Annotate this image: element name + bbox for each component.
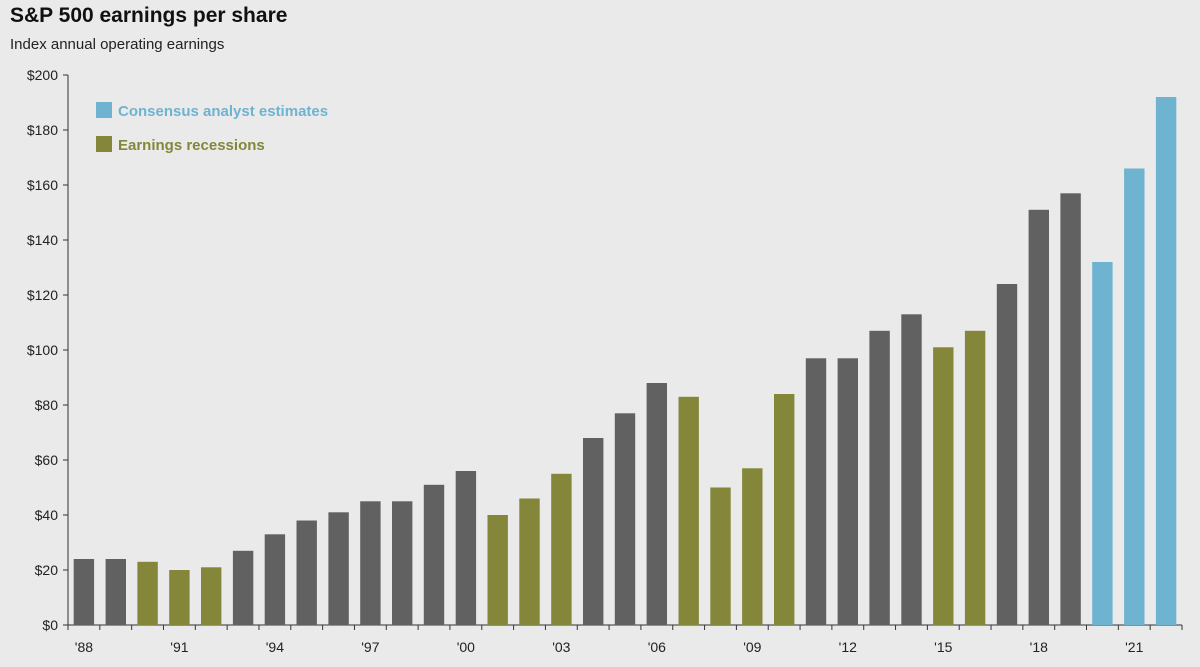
chart-subtitle: Index annual operating earnings — [10, 36, 225, 53]
bar-1991 — [169, 570, 190, 625]
y-tick-label: $20 — [35, 562, 59, 578]
bar-2000 — [455, 471, 477, 625]
bar-1995 — [296, 520, 317, 625]
axes: $0 $20 $40 $60 $80 $100 $120 $140 $160 $180 $200 '8… — [27, 67, 1183, 655]
bar-2018 — [1028, 209, 1049, 626]
x-tick-label: '97 — [361, 639, 379, 655]
x-tick-label: '91 — [170, 639, 188, 655]
bar-2002 — [519, 498, 540, 625]
legend-label-recession: Earnings recessions — [118, 137, 265, 154]
bar-2016 — [964, 330, 986, 626]
y-tick-label: $100 — [27, 342, 58, 358]
bar-2014 — [901, 314, 922, 625]
bar-1999 — [423, 484, 445, 626]
x-tick-label: '88 — [75, 639, 93, 655]
bars — [73, 97, 1177, 626]
bar-2017 — [996, 284, 1018, 625]
x-tick-label: '03 — [552, 639, 570, 655]
bar-2011 — [805, 358, 827, 626]
x-tick-label: '94 — [266, 639, 284, 655]
legend-swatch-estimate — [96, 102, 112, 118]
chart-title: S&P 500 earnings per share — [10, 4, 288, 27]
y-tick-label: $140 — [27, 232, 58, 248]
bar-2021 — [1124, 168, 1145, 625]
bar-1992 — [201, 567, 222, 626]
bar-2001 — [487, 515, 508, 625]
x-tick-label: '00 — [457, 639, 475, 655]
x-tick-label: '12 — [839, 639, 857, 655]
bar-1993 — [232, 550, 254, 626]
bar-1997 — [360, 501, 381, 626]
y-tick-label: $80 — [35, 397, 59, 413]
y-tick-label: $200 — [27, 67, 58, 83]
bar-2009 — [742, 468, 763, 626]
x-tick-label: '15 — [934, 639, 952, 655]
legend-swatch-recession — [96, 136, 112, 152]
bar-1996 — [328, 512, 349, 626]
x-tick-label: '06 — [648, 639, 666, 655]
bar-2019 — [1060, 193, 1081, 626]
legend: Consensus analyst estimates Earnings rece… — [96, 102, 328, 154]
bar-1990 — [137, 561, 158, 626]
legend-label-estimate: Consensus analyst estimates — [118, 103, 328, 120]
bar-2015 — [933, 347, 954, 626]
bar-1989 — [105, 559, 126, 625]
bar-2007 — [678, 396, 699, 626]
bar-1998 — [392, 501, 413, 626]
bar-2010 — [774, 394, 795, 625]
bar-2003 — [551, 473, 572, 626]
y-tick-label: $160 — [27, 177, 58, 193]
bar-1988 — [73, 559, 95, 625]
x-tick-label: '09 — [743, 639, 761, 655]
y-tick-label: $120 — [27, 287, 58, 303]
x-tick-label: '21 — [1125, 639, 1143, 655]
bar-1994 — [264, 534, 286, 626]
bar-2004 — [583, 438, 604, 625]
bar-2020 — [1092, 262, 1113, 625]
bar-2012 — [837, 358, 858, 626]
bar-2013 — [869, 330, 890, 626]
bar-2006 — [646, 383, 667, 625]
bar-2005 — [614, 413, 636, 626]
y-tick-label: $0 — [42, 617, 58, 633]
x-tick-label: '18 — [1030, 639, 1048, 655]
y-tick-label: $180 — [27, 122, 58, 138]
y-tick-label: $60 — [35, 452, 59, 468]
bar-2022 — [1155, 97, 1177, 625]
bar-2008 — [710, 487, 731, 625]
y-tick-label: $40 — [35, 507, 59, 523]
